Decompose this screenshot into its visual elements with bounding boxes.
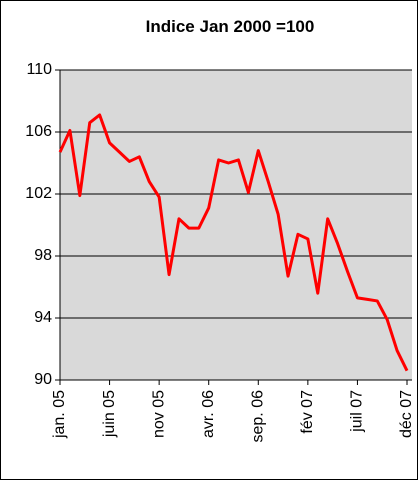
x-tick-label: nov 05: [150, 390, 167, 438]
x-tick-label: sep. 06: [250, 390, 267, 443]
line: [58, 113, 409, 372]
x-tick-label: fév 07: [299, 390, 316, 434]
x-tick-label: déc 07: [398, 390, 415, 438]
chart-title: Indice Jan 2000 =100: [146, 17, 315, 36]
y-tick-label: 110: [26, 61, 52, 78]
y-tick-label: 98: [34, 247, 52, 264]
y-tick-label: 106: [25, 123, 52, 140]
x-tick-label: juin 05: [101, 390, 118, 438]
x-tick-label: juil 07: [349, 390, 366, 433]
x-tick-label: jan. 05: [51, 390, 68, 439]
y-tick-label: 90: [34, 371, 52, 388]
y-tick-label: 94: [34, 309, 52, 326]
x-tick-label: avr. 06: [200, 390, 217, 438]
plot-area: [60, 70, 412, 380]
y-tick-label: 102: [25, 185, 52, 202]
